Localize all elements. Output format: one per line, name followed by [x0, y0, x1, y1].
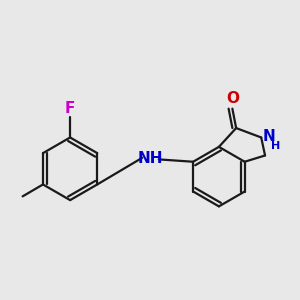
Text: O: O	[226, 91, 239, 106]
Text: F: F	[65, 100, 75, 116]
Text: N: N	[263, 129, 275, 144]
Text: H: H	[271, 141, 280, 151]
Text: NH: NH	[137, 151, 163, 166]
